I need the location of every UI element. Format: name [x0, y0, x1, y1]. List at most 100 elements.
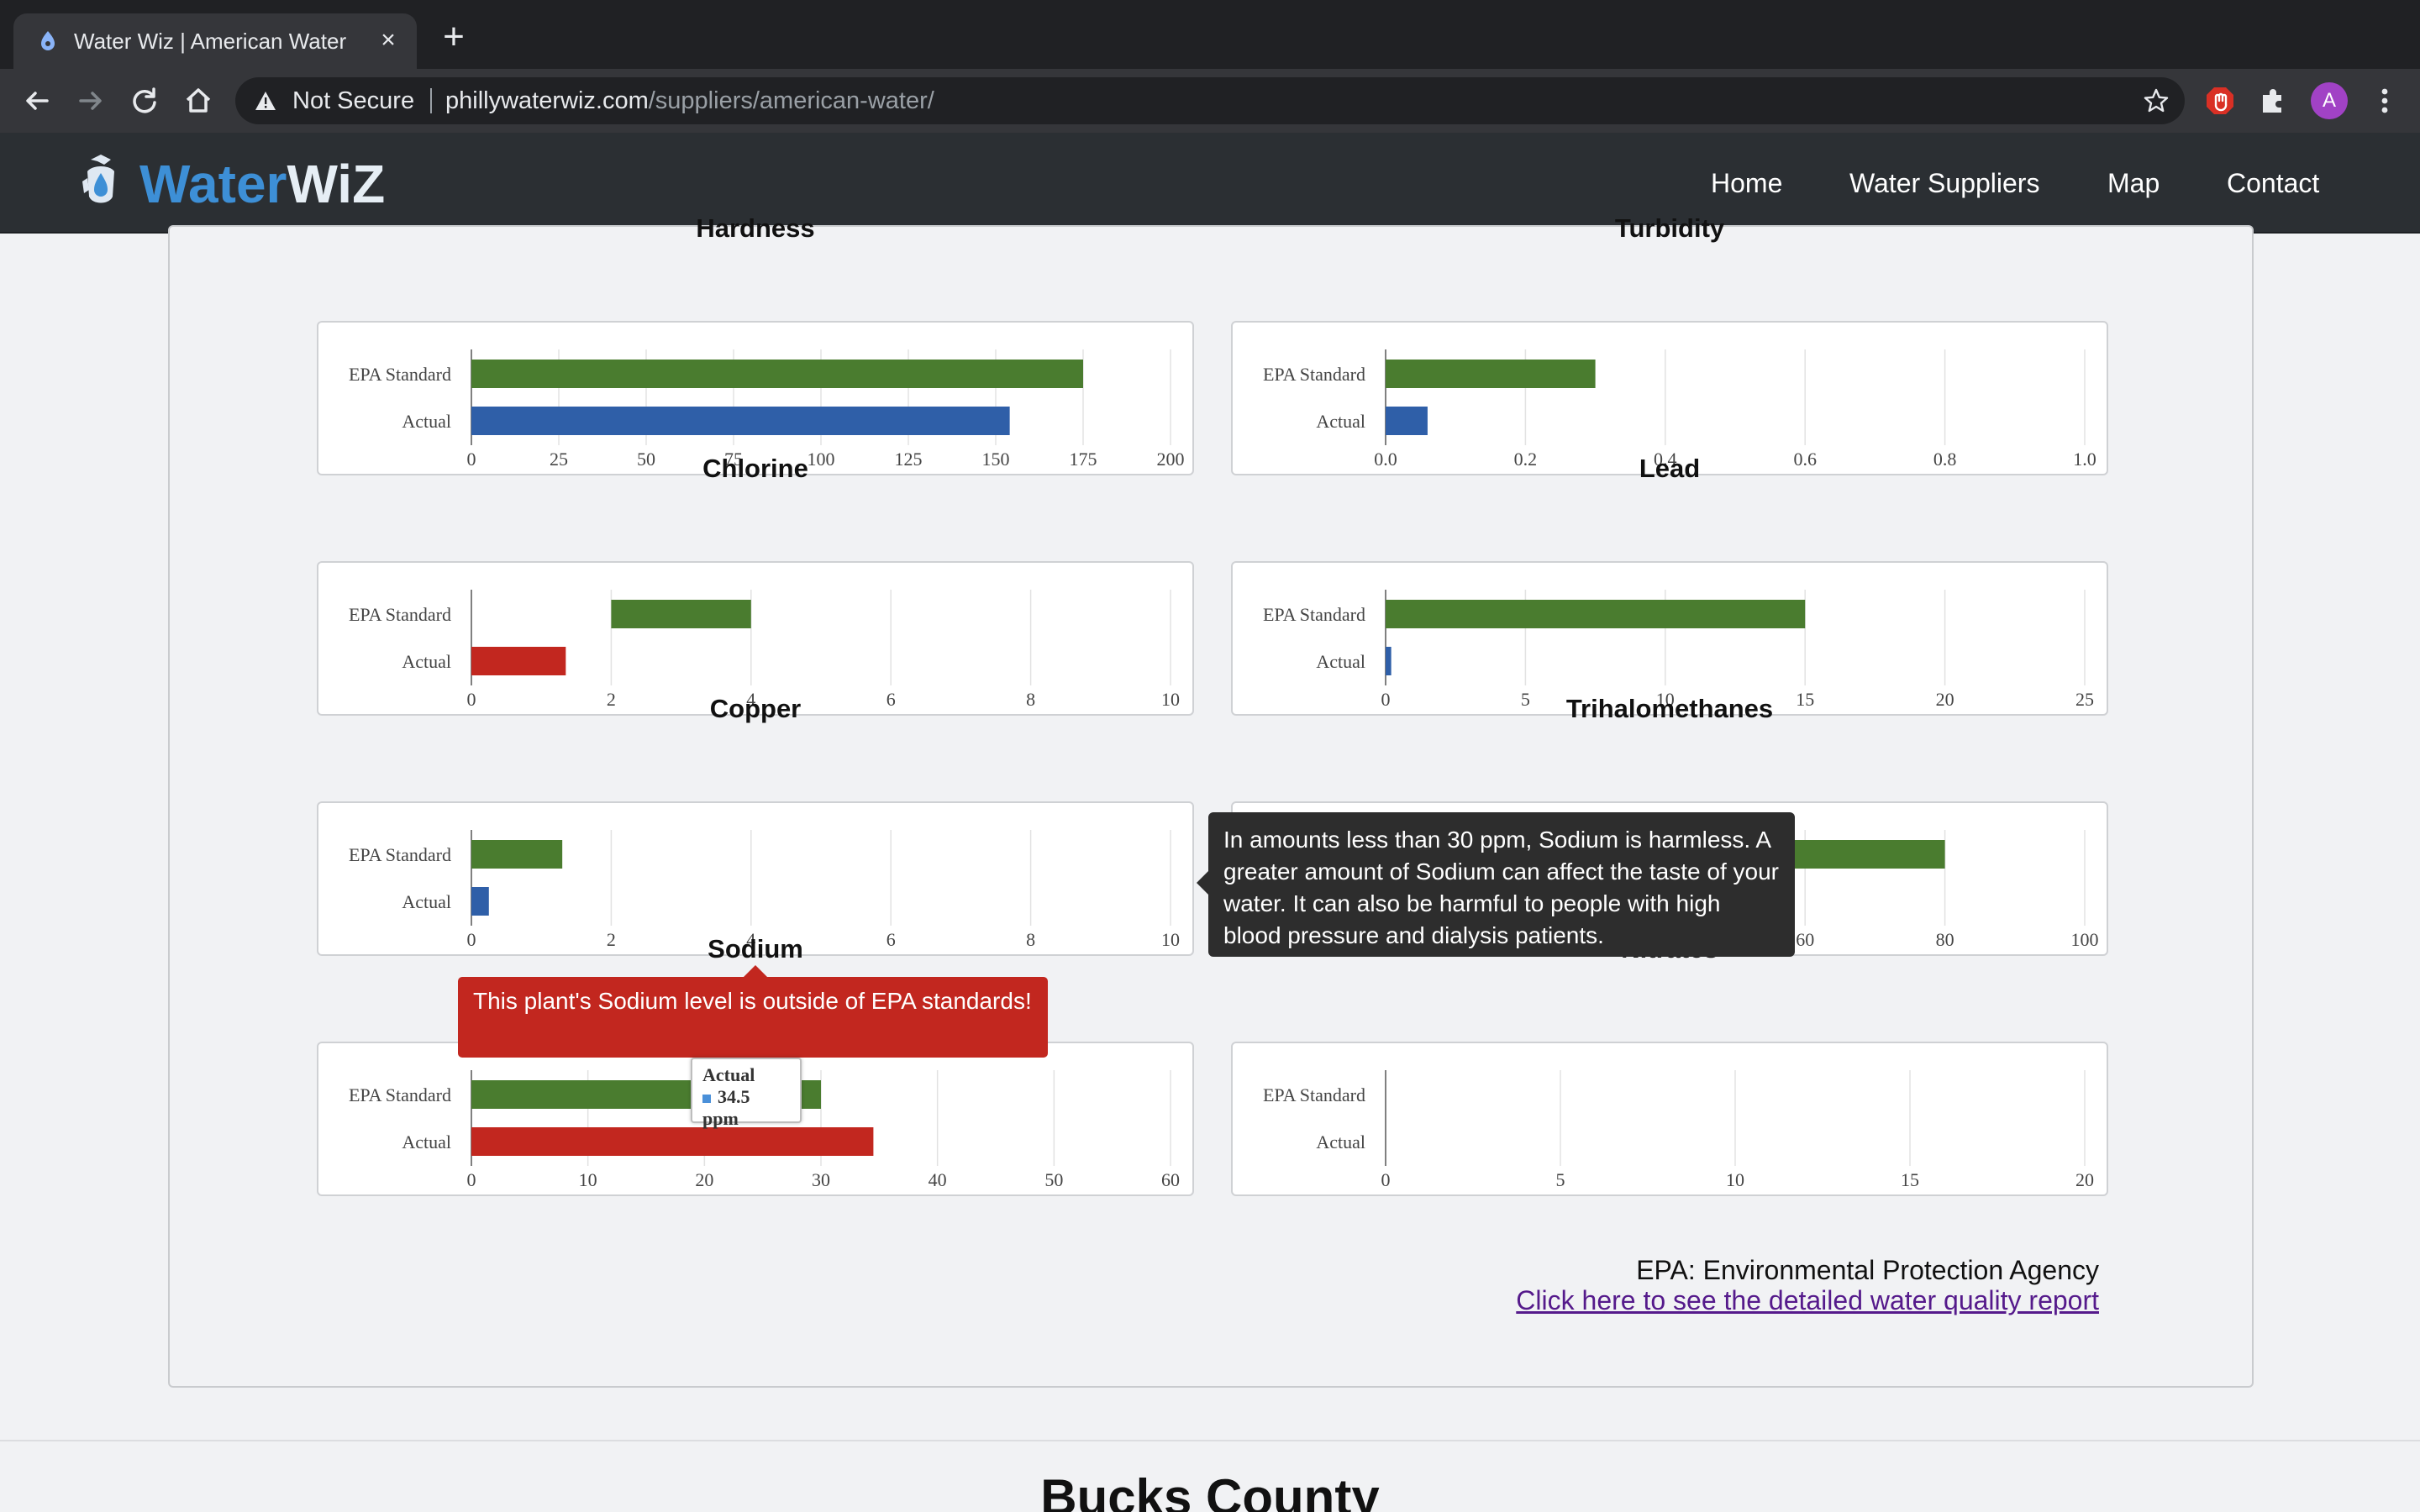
sodium-actual-bar[interactable]	[471, 1127, 874, 1156]
nitrates-tick-label: 10	[1726, 1169, 1744, 1190]
trihalomethanes-tick-label: 100	[2071, 929, 2099, 950]
copper-standard-bar[interactable]	[471, 840, 563, 869]
chlorine-chart-svg: 0 2 4 6 8 10 EPA Standard Actual	[349, 590, 1180, 710]
turbidity-tick-label: 0.6	[1793, 449, 1817, 470]
copper-category-label: Actual	[402, 891, 451, 912]
logo-wiz-text: WiZ	[287, 154, 386, 214]
turbidity-tick-label: 0.0	[1374, 449, 1397, 470]
copper-actual-bar[interactable]	[471, 887, 489, 916]
nitrates-tick-label: 20	[2075, 1169, 2094, 1190]
copper-tick-label: 4	[746, 929, 755, 950]
nav-home[interactable]: Home	[1711, 168, 1783, 198]
sodium-tick-label: 0	[467, 1169, 476, 1190]
hardness-tick-label: 175	[1070, 449, 1097, 470]
turbidity-chart-svg: 0.0 0.2 0.4 0.6 0.8 1.0 EPA Standard Actual	[1263, 349, 2096, 470]
copper-chart-svg: 0 2 4 6 8 10 EPA Standard Actual	[349, 830, 1180, 950]
lead-tick-label: 10	[1656, 689, 1675, 710]
turbidity-chart: 0.0 0.2 0.4 0.6 0.8 1.0 EPA Standard Actual	[1231, 321, 2108, 475]
chart-hover-tooltip: Actual 34.5 ppm	[691, 1058, 802, 1129]
nav-water-suppliers[interactable]: Water Suppliers	[1849, 168, 2040, 198]
forward-arrow-icon[interactable]	[72, 82, 109, 119]
home-icon[interactable]	[180, 82, 217, 119]
reload-icon[interactable]	[126, 82, 163, 119]
tooltip-series-label: Actual	[702, 1064, 755, 1085]
chlorine-actual-bar[interactable]	[471, 647, 566, 675]
lead-tick-label: 25	[2075, 689, 2094, 710]
nav-contact[interactable]: Contact	[2227, 168, 2320, 198]
hardness-tick-label: 25	[550, 449, 568, 470]
adblock-extension-icon[interactable]	[2202, 82, 2238, 119]
hardness-standard-bar[interactable]	[471, 360, 1083, 388]
turbidity-actual-bar[interactable]	[1386, 407, 1428, 435]
chlorine-tick-label: 0	[467, 689, 476, 710]
address-bar[interactable]: Not Secure phillywaterwiz.com/suppliers/…	[235, 77, 2185, 124]
bookmark-star-icon[interactable]	[2143, 87, 2170, 114]
sodium-info-popover: In amounts less than 30 ppm, Sodium is h…	[1197, 812, 1795, 957]
next-section-title: Bucks County	[1040, 1469, 1380, 1512]
hardness-tick-label: 100	[808, 449, 835, 470]
chlorine-standard-bar[interactable]	[611, 600, 751, 628]
chlorine-tick-label: 4	[746, 689, 755, 710]
nitrates-category-label: Actual	[1316, 1131, 1365, 1152]
chlorine-chart-title: Chlorine	[702, 454, 808, 483]
not-secure-label[interactable]: Not Secure	[292, 87, 415, 114]
chlorine-tick-label: 8	[1026, 689, 1035, 710]
turbidity-tick-label: 0.4	[1654, 449, 1677, 470]
trihalomethanes-tick-label: 80	[1936, 929, 1954, 950]
url-host: phillywaterwiz.com	[445, 87, 649, 114]
waterwiz-favicon-icon	[41, 31, 55, 50]
sodium-chart-svg: 0 10 20 30 40 50 60 EPA Standard Actual	[349, 1070, 1180, 1190]
url-path: /suppliers/american-water/	[648, 87, 934, 114]
lead-chart-svg: 0 5 10 15 20 25 EPA Standard Actual	[1263, 590, 2094, 710]
turbidity-category-label: Actual	[1316, 411, 1365, 432]
url-text[interactable]: phillywaterwiz.com/suppliers/american-wa…	[445, 87, 934, 114]
copper-tick-label: 10	[1161, 929, 1180, 950]
lead-tick-label: 20	[1936, 689, 1954, 710]
popover-pointer	[1197, 871, 1208, 895]
lead-actual-bar[interactable]	[1386, 647, 1392, 675]
sodium-info-text: In amounts less than 30 ppm, Sodium is h…	[1223, 827, 1779, 948]
copper-tick-label: 6	[886, 929, 896, 950]
browser-menu-icon[interactable]	[2366, 82, 2403, 119]
lead-standard-bar[interactable]	[1386, 600, 1806, 628]
copper-category-label: EPA Standard	[349, 844, 451, 865]
water-quality-report-link[interactable]: Click here to see the detailed water qua…	[1516, 1285, 2099, 1315]
section-divider	[0, 1440, 2420, 1441]
chlorine-tick-label: 2	[607, 689, 616, 710]
new-tab-icon[interactable]: +	[443, 16, 465, 57]
chlorine-category-label: Actual	[402, 651, 451, 672]
browser-tab[interactable]: Water Wiz | American Water ×	[13, 13, 417, 69]
turbidity-tick-label: 1.0	[2073, 449, 2096, 470]
extensions-puzzle-icon[interactable]	[2255, 82, 2292, 119]
copper-tick-label: 0	[467, 929, 476, 950]
turbidity-standard-bar[interactable]	[1386, 360, 1596, 388]
waterwiz-logo-icon	[82, 155, 114, 203]
hardness-tick-label: 150	[982, 449, 1010, 470]
copper-chart-title: Copper	[709, 694, 802, 723]
back-arrow-icon[interactable]	[18, 82, 55, 119]
turbidity-chart-title: Turbidity	[1614, 213, 1725, 243]
lead-category-label: EPA Standard	[1263, 604, 1365, 625]
tab-close-icon[interactable]: ×	[381, 26, 396, 54]
nav-map[interactable]: Map	[2107, 168, 2160, 198]
sodium-tick-label: 10	[579, 1169, 597, 1190]
sodium-warning-alert: This plant's Sodium level is outside of …	[458, 965, 1048, 1058]
nitrates-tick-label: 5	[1556, 1169, 1565, 1190]
chlorine-chart: 0 2 4 6 8 10 EPA Standard Actual	[317, 561, 1194, 716]
copper-chart: 0 2 4 6 8 10 EPA Standard Actual	[317, 801, 1194, 956]
logo-wordmark: WaterWiZ	[139, 155, 385, 213]
hardness-tick-label: 125	[895, 449, 923, 470]
sodium-tick-label: 50	[1044, 1169, 1063, 1190]
turbidity-category-label: EPA Standard	[1263, 364, 1365, 385]
warning-triangle-icon	[255, 92, 276, 110]
tab-title: Water Wiz | American Water	[74, 29, 347, 54]
chlorine-tick-label: 10	[1161, 689, 1180, 710]
profile-initial: A	[2322, 89, 2336, 112]
alert-pointer	[744, 965, 767, 977]
sodium-tick-label: 40	[929, 1169, 947, 1190]
profile-avatar[interactable]: A	[2311, 82, 2348, 119]
sodium-tick-label: 60	[1161, 1169, 1180, 1190]
hardness-actual-bar[interactable]	[471, 407, 1010, 435]
copper-tick-label: 2	[607, 929, 616, 950]
logo-water-text: Water	[139, 154, 287, 214]
